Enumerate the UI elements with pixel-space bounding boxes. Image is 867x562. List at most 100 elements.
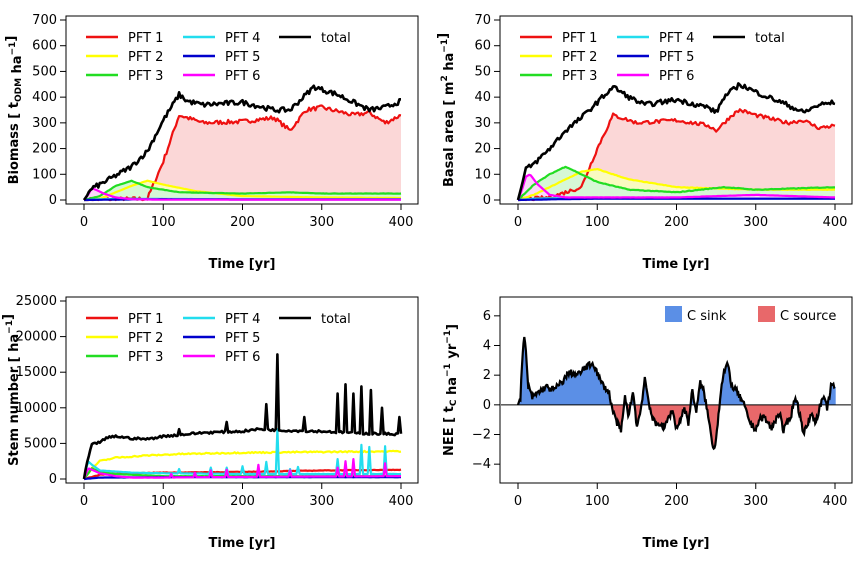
x-tick-label: 200 [664,215,689,230]
y-tick-label: 15000 [16,365,57,380]
series-line-pft-3 [83,179,402,202]
x-axis-label: Time [yr] [209,536,276,551]
y-axis-label: NEE [ tC ha−1 yr−1] [442,324,460,456]
panel-2: 0 100 200 300 400 0 10 20 30 40 50 60 70 Time [yr] Bas… [436,13,853,272]
series-line-total [82,353,403,480]
series-line-pft-4 [82,428,402,480]
x-tick-label: 0 [80,215,88,230]
series-line-pft-3 [517,165,835,201]
y-tick-label: 300 [32,116,57,131]
y-label-part-sup: −1 [8,42,18,56]
series-line-total [82,84,401,201]
legend-label: total [321,31,351,46]
y-axis-label: Basal area [ m2 ha−1] [436,33,457,187]
legend-label: PFT 2 [128,331,163,346]
series-line-pft-1 [517,108,836,202]
legend-label: C source [780,309,836,324]
legend-label: PFT 5 [225,50,260,65]
x-tick-label: 300 [743,215,768,230]
panel-3: 0 100 200 300 400 0 5000 10000 15000 20000 25000 Ti… [1,294,419,551]
y-tick-label: 70 [474,13,491,28]
y-tick-label: 25000 [16,294,57,309]
y-label-part-a: Stem number [ ha [7,334,22,466]
legend-label: PFT 2 [128,50,163,65]
x-tick-label: 300 [309,494,334,509]
legend-swatch [758,306,775,322]
y-axis-label-text: NEE [ tC ha−1 yr−1] [442,324,460,456]
series-shade-pft-1 [84,107,401,200]
legend-label: PFT 5 [659,50,694,65]
x-tick-label: 0 [514,215,522,230]
x-tick-label: 400 [389,215,414,230]
y-label-part-sup1: 2 [440,75,450,81]
legend-label: PFT 5 [225,331,260,346]
y-label-part-a: Biomass [ t [7,102,22,184]
y-tick-label: 200 [32,142,57,157]
y-tick-label: 60 [474,39,491,54]
legend-label: PFT 4 [659,31,694,46]
y-tick-label: 0 [483,398,491,413]
y-tick-label: 2 [483,368,491,383]
y-tick-label: 50 [474,64,491,79]
legend-label: PFT 1 [128,31,163,46]
y-label-part-sup2: −1 [443,330,453,344]
series-line-pft-6 [82,458,401,480]
plot-area [82,84,402,202]
y-axis-label-text: Biomass [ tODM ha−1] [4,36,25,185]
y-tick-label: −4 [472,457,491,472]
legend-label: PFT 1 [562,31,597,46]
y-tick-label: 400 [32,90,57,105]
sink-area [518,337,836,405]
legend-label: PFT 3 [128,69,163,84]
x-tick-label: 400 [823,215,848,230]
x-tick-label: 100 [585,215,610,230]
x-tick-label: 200 [664,494,689,509]
y-axis-label-text: Basal area [ m2 ha−1] [436,33,457,187]
x-tick-label: 0 [80,494,88,509]
y-axis-label: Stem number [ ha−1] [1,314,22,466]
legend-label: C sink [687,309,727,324]
y-tick-label: 500 [32,64,57,79]
x-tick-label: 400 [389,494,414,509]
legend-label: PFT 3 [562,69,597,84]
y-tick-label: 10000 [16,401,57,416]
y-tick-label: 5000 [24,436,57,451]
legend-label: total [755,31,785,46]
nee-line [516,336,836,451]
y-label-part-b: ha [442,53,457,76]
y-label-part-b: ha [445,377,460,400]
y-label-part-sub: ODM [14,78,24,102]
y-label-part-c: ] [445,324,460,330]
legend-swatch [665,306,682,322]
series-shade-pft-3 [518,166,835,200]
legend-label: PFT 6 [225,69,260,84]
y-axis-label-text: Stem number [ ha−1] [1,314,22,466]
legend-label: total [321,312,351,327]
series-line-pft-6 [83,187,401,201]
y-tick-label: 30 [474,116,491,131]
legend-label: PFT 6 [225,350,260,365]
y-tick-label: 40 [474,90,491,105]
x-axis-label: Time [yr] [643,257,710,272]
y-tick-label: 20000 [16,330,57,345]
series-line-total [516,82,836,201]
y-label-part-c: ] [1,314,16,320]
panel-4: 0 100 200 300 400 −4 −2 0 2 4 6 Time [yr] NEE [ tC h… [442,296,853,551]
series-line-pft-6 [516,173,835,201]
y-tick-label: 4 [483,339,491,354]
x-tick-label: 300 [309,215,334,230]
y-tick-label: 0 [483,193,491,208]
x-tick-label: 300 [743,494,768,509]
y-tick-label: 10 [474,167,491,182]
y-tick-label: −2 [472,428,491,443]
y-label-part-sub: C [449,399,459,406]
series-line-pft-5 [518,197,835,202]
x-axis-label: Time [yr] [643,536,710,551]
y-tick-label: 0 [49,472,57,487]
legend-label: PFT 1 [128,312,163,327]
x-tick-label: 0 [514,494,522,509]
x-tick-label: 200 [230,215,255,230]
x-axis-label: Time [yr] [209,257,276,272]
